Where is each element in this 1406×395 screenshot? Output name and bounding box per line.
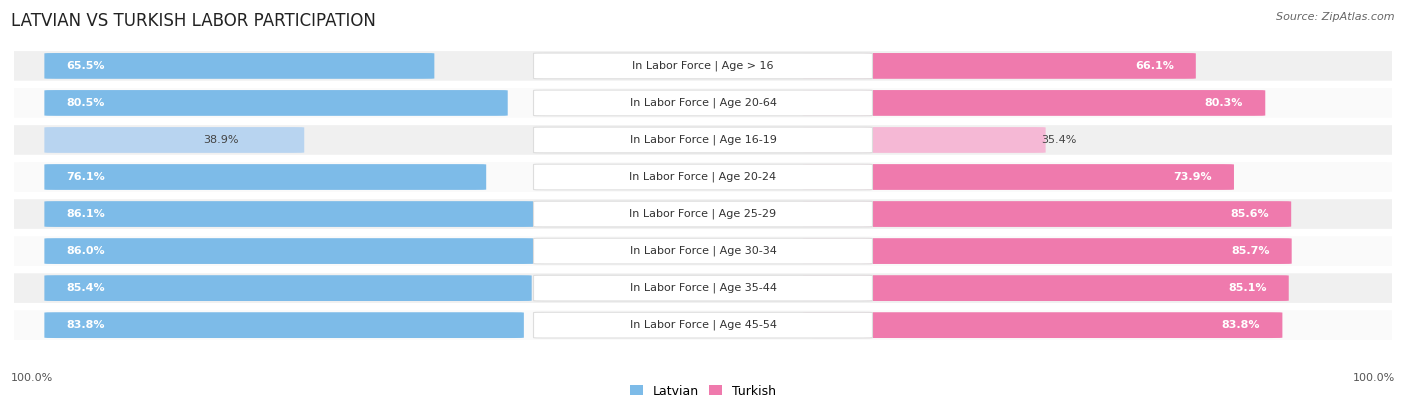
FancyBboxPatch shape: [0, 162, 1406, 192]
Text: 80.5%: 80.5%: [66, 98, 105, 108]
Text: 83.8%: 83.8%: [1222, 320, 1260, 330]
Text: 100.0%: 100.0%: [11, 373, 53, 383]
Legend: Latvian, Turkish: Latvian, Turkish: [626, 380, 780, 395]
FancyBboxPatch shape: [803, 90, 1265, 116]
FancyBboxPatch shape: [45, 164, 486, 190]
Text: 73.9%: 73.9%: [1173, 172, 1212, 182]
Text: 85.1%: 85.1%: [1229, 283, 1267, 293]
FancyBboxPatch shape: [803, 164, 1234, 190]
Text: 76.1%: 76.1%: [66, 172, 105, 182]
FancyBboxPatch shape: [0, 273, 1406, 303]
FancyBboxPatch shape: [533, 164, 873, 190]
FancyBboxPatch shape: [45, 53, 434, 79]
Text: In Labor Force | Age 20-24: In Labor Force | Age 20-24: [630, 172, 776, 182]
FancyBboxPatch shape: [803, 312, 1282, 338]
Text: 85.6%: 85.6%: [1230, 209, 1270, 219]
Text: 66.1%: 66.1%: [1135, 61, 1174, 71]
Text: 100.0%: 100.0%: [1353, 373, 1395, 383]
Text: 86.1%: 86.1%: [66, 209, 105, 219]
FancyBboxPatch shape: [803, 201, 1291, 227]
Text: In Labor Force | Age 35-44: In Labor Force | Age 35-44: [630, 283, 776, 293]
FancyBboxPatch shape: [533, 90, 873, 116]
FancyBboxPatch shape: [45, 201, 536, 227]
FancyBboxPatch shape: [533, 312, 873, 338]
FancyBboxPatch shape: [0, 236, 1406, 266]
Text: In Labor Force | Age 20-64: In Labor Force | Age 20-64: [630, 98, 776, 108]
Text: 35.4%: 35.4%: [1042, 135, 1077, 145]
Text: In Labor Force | Age 45-54: In Labor Force | Age 45-54: [630, 320, 776, 330]
FancyBboxPatch shape: [45, 127, 304, 153]
FancyBboxPatch shape: [533, 127, 873, 153]
FancyBboxPatch shape: [0, 125, 1406, 155]
Text: In Labor Force | Age > 16: In Labor Force | Age > 16: [633, 61, 773, 71]
FancyBboxPatch shape: [803, 53, 1197, 79]
FancyBboxPatch shape: [45, 275, 531, 301]
Text: 65.5%: 65.5%: [66, 61, 105, 71]
FancyBboxPatch shape: [0, 199, 1406, 229]
Text: 38.9%: 38.9%: [204, 135, 239, 145]
Text: LATVIAN VS TURKISH LABOR PARTICIPATION: LATVIAN VS TURKISH LABOR PARTICIPATION: [11, 12, 377, 30]
Text: In Labor Force | Age 25-29: In Labor Force | Age 25-29: [630, 209, 776, 219]
FancyBboxPatch shape: [803, 275, 1289, 301]
Text: 80.3%: 80.3%: [1205, 98, 1243, 108]
FancyBboxPatch shape: [533, 53, 873, 79]
FancyBboxPatch shape: [0, 51, 1406, 81]
Text: 83.8%: 83.8%: [66, 320, 105, 330]
FancyBboxPatch shape: [533, 275, 873, 301]
FancyBboxPatch shape: [533, 201, 873, 227]
Text: 85.4%: 85.4%: [66, 283, 105, 293]
Text: In Labor Force | Age 30-34: In Labor Force | Age 30-34: [630, 246, 776, 256]
FancyBboxPatch shape: [0, 88, 1406, 118]
Text: 85.7%: 85.7%: [1232, 246, 1270, 256]
Text: In Labor Force | Age 16-19: In Labor Force | Age 16-19: [630, 135, 776, 145]
FancyBboxPatch shape: [0, 310, 1406, 340]
Text: Source: ZipAtlas.com: Source: ZipAtlas.com: [1277, 12, 1395, 22]
FancyBboxPatch shape: [533, 238, 873, 264]
FancyBboxPatch shape: [45, 312, 524, 338]
FancyBboxPatch shape: [45, 90, 508, 116]
FancyBboxPatch shape: [45, 238, 534, 264]
Text: 86.0%: 86.0%: [66, 246, 105, 256]
FancyBboxPatch shape: [803, 127, 1046, 153]
FancyBboxPatch shape: [803, 238, 1292, 264]
